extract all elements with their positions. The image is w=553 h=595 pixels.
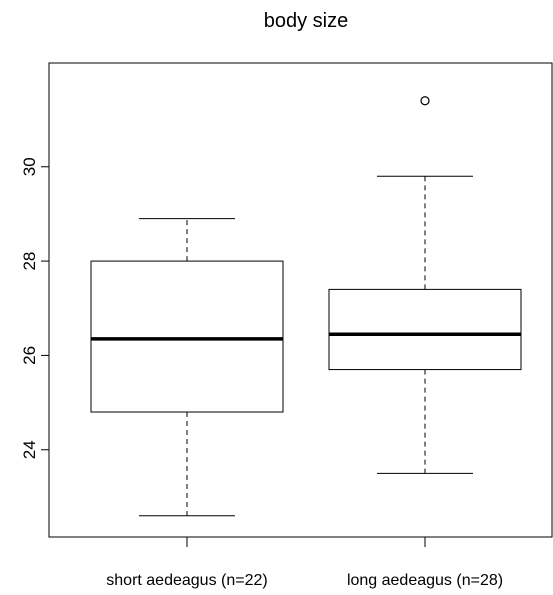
y-tick-label: 30: [20, 157, 39, 176]
y-tick-label: 28: [20, 252, 39, 271]
y-tick-label: 24: [20, 440, 39, 459]
box-body: [328, 288, 522, 371]
chart-title: body size: [264, 10, 349, 32]
box-2: [328, 96, 522, 474]
box-1: [90, 218, 284, 517]
outlier-point: [420, 96, 430, 106]
x-axis: short aedeagus (n=22) long aedeagus (n=28…: [106, 537, 503, 589]
x-tick-label: short aedeagus (n=22): [106, 572, 267, 589]
boxes-group: [90, 96, 522, 517]
x-tick-label: long aedeagus (n=28): [347, 572, 503, 589]
y-axis: 24 26 28 30: [20, 157, 50, 459]
y-tick-label: 26: [20, 346, 39, 365]
box-body: [90, 260, 284, 413]
